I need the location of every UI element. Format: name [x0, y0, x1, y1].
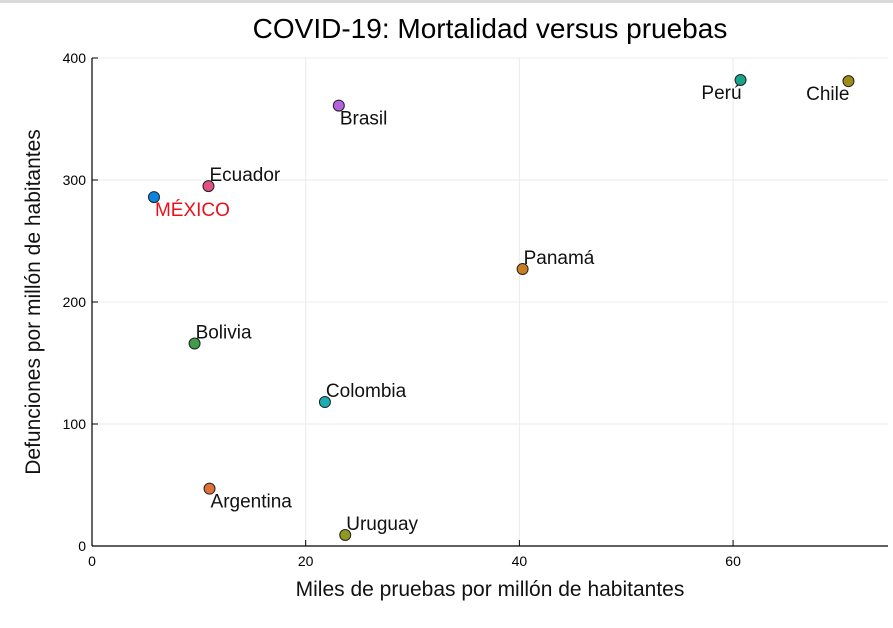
point-label: Panamá	[524, 248, 595, 269]
point-label: Chile	[806, 84, 849, 105]
data-point	[842, 75, 855, 88]
y-tick-label: 0	[78, 538, 86, 554]
data-point	[332, 99, 345, 112]
x-tick-label: 60	[725, 553, 741, 569]
grid-lines	[92, 57, 888, 546]
data-point	[203, 482, 216, 495]
data-point	[516, 263, 529, 276]
data-point	[147, 191, 160, 204]
y-axis-label: Defunciones por millón de habitantes	[22, 129, 45, 475]
point-label: MÉXICO	[155, 200, 230, 221]
data-point	[339, 529, 352, 542]
point-label: Bolivia	[196, 322, 252, 343]
data-point	[202, 180, 215, 193]
point-label: Perú	[701, 83, 741, 104]
data-point	[188, 337, 201, 350]
x-tick-label: 40	[512, 553, 528, 569]
data-points	[147, 73, 855, 542]
y-tick-label: 100	[63, 416, 87, 432]
window-top-border	[0, 0, 893, 3]
y-tick-label: 200	[63, 294, 87, 310]
point-label: Uruguay	[346, 514, 418, 535]
y-tick-label: 400	[63, 50, 87, 66]
x-axis-label: Miles de pruebas por millón de habitante…	[296, 578, 685, 601]
data-point	[318, 396, 331, 409]
data-point	[734, 73, 747, 86]
x-tick-label: 20	[298, 553, 314, 569]
y-tick-label: 300	[63, 172, 87, 188]
x-tick-label: 0	[88, 553, 96, 569]
chart-title: COVID-19: Mortalidad versus pruebas	[253, 13, 728, 44]
tick-labels: 0 20 40 60 0 100 200 300 400	[63, 50, 741, 569]
point-label: Argentina	[211, 492, 293, 513]
point-label: Colombia	[326, 381, 407, 402]
point-labels: MÉXICO Ecuador Brasil Perú Chile Panamá Bolivi…	[155, 83, 849, 535]
axes	[91, 57, 888, 547]
point-label: Brasil	[340, 109, 388, 130]
point-label: Ecuador	[209, 165, 280, 186]
